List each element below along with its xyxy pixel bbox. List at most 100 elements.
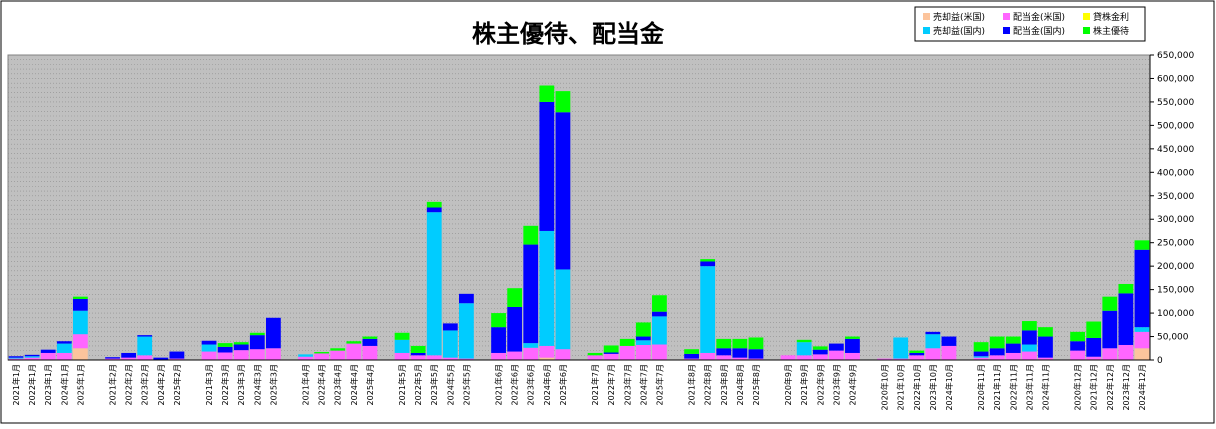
x-tick-label: 2021年11月	[992, 364, 1002, 411]
bar-segment	[217, 352, 233, 360]
x-tick-label: 2024年2月	[156, 364, 166, 405]
bar-segment	[507, 306, 523, 352]
bar-segment	[1070, 331, 1086, 342]
x-tick-label: 2022年5月	[413, 364, 423, 405]
y-tick-label: 250,000	[1157, 239, 1194, 249]
legend-swatch	[1083, 27, 1090, 34]
y-tick-label: 100,000	[1157, 309, 1194, 319]
bar-segment	[652, 316, 667, 345]
x-tick-label: 2024年10月	[944, 364, 954, 411]
x-tick-label: 2024年11月	[1040, 364, 1050, 411]
bar-segment	[700, 266, 716, 353]
legend-label: 配当金(米国)	[1013, 11, 1065, 23]
bar-segment	[249, 332, 265, 336]
bar-segment	[459, 358, 474, 360]
bar-segment	[1021, 351, 1037, 360]
x-tick-label: 2022年9月	[815, 364, 825, 405]
bar-segment	[973, 357, 989, 360]
legend-box	[914, 6, 1146, 42]
bar-segment	[700, 261, 716, 267]
bar-segment	[1134, 249, 1150, 328]
x-tick-label: 2025年4月	[365, 364, 375, 405]
bar-segment	[523, 244, 539, 344]
bar-segment	[217, 343, 233, 347]
legend-label: 売却益(国内)	[933, 25, 985, 37]
bar-segment	[635, 344, 651, 360]
bar-segment	[491, 352, 506, 360]
x-tick-label: 2021年8月	[687, 364, 697, 405]
bar-segment	[635, 340, 651, 345]
bar-segment	[812, 346, 828, 350]
x-tick-label: 2021年3月	[204, 364, 214, 405]
legend-label: 配当金(国内)	[1013, 25, 1065, 37]
y-tick-label: 650,000	[1157, 51, 1194, 61]
x-tick-label: 2022年4月	[317, 364, 327, 405]
x-tick-label: 2022年3月	[220, 364, 230, 405]
y-tick-label: 500,000	[1157, 121, 1194, 131]
bar-segment	[925, 334, 941, 349]
x-tick-label: 2021年5月	[397, 364, 407, 405]
y-tick-label: 550,000	[1157, 98, 1194, 108]
x-tick-label: 2024年5月	[445, 364, 455, 405]
bar-segment	[603, 353, 619, 360]
x-tick-label: 2020年10月	[880, 364, 890, 411]
bar-segment	[796, 355, 812, 360]
bar-segment	[812, 349, 828, 355]
bar-segment	[40, 349, 56, 353]
x-tick-label: 2023年9月	[831, 364, 841, 405]
bar-segment	[40, 352, 56, 360]
bar-segment	[989, 348, 1005, 356]
x-tick-label: 2024年1月	[59, 364, 69, 405]
y-tick-label: 200,000	[1157, 262, 1194, 272]
bar-segment	[1118, 293, 1134, 345]
x-tick-label: 2023年11月	[1024, 364, 1034, 411]
plot-area	[7, 54, 1151, 361]
x-tick-label: 2024年7月	[638, 364, 648, 405]
bar-segment	[442, 323, 458, 331]
bar-segment	[893, 337, 909, 359]
bar-segment	[909, 350, 925, 353]
x-tick-label: 2023年6月	[526, 364, 536, 405]
x-tick-label: 2023年10月	[928, 364, 938, 411]
bar-segment	[314, 352, 330, 354]
bar-segment	[459, 293, 474, 304]
x-tick-label: 2021年7月	[590, 364, 600, 405]
x-tick-label: 2021年6月	[494, 364, 504, 405]
bar-segment	[426, 207, 442, 213]
legend-swatch	[1003, 27, 1010, 34]
bar-segment	[909, 355, 925, 360]
x-tick-label: 2020年12月	[1073, 364, 1083, 411]
x-tick-label: 2020年11月	[976, 364, 986, 411]
bar-segment	[72, 296, 88, 299]
bar-segment	[555, 91, 571, 113]
bar-segment	[812, 354, 828, 360]
bar-segment	[1038, 336, 1053, 358]
bar-segment	[201, 351, 217, 360]
x-tick-label: 2024年12月	[1137, 364, 1147, 411]
bar-segment	[523, 347, 539, 360]
bar-segment	[1118, 283, 1134, 294]
bar-segment	[893, 358, 909, 360]
y-tick-label: 50,000	[1157, 333, 1189, 343]
bar-segment	[1102, 310, 1118, 349]
bar-segment	[298, 356, 313, 360]
bar-segment	[72, 334, 88, 349]
y-tick-label: 450,000	[1157, 145, 1194, 155]
bar-segment	[330, 350, 346, 360]
bar-segment	[169, 351, 185, 359]
x-tick-label: 2024年8月	[735, 364, 745, 405]
x-tick-label: 2021年9月	[799, 364, 809, 405]
bar-segment	[796, 342, 812, 356]
bar-segment	[877, 358, 893, 360]
x-tick-label: 2021年4月	[301, 364, 311, 405]
bar-segment	[555, 349, 571, 360]
legend-label: 売却益(米国)	[933, 11, 985, 23]
bar-segment	[973, 356, 989, 358]
x-tick-label: 2025年1月	[75, 364, 85, 405]
bar-segment	[1005, 352, 1021, 360]
bar-segment	[56, 341, 72, 344]
bar-segment	[1134, 240, 1150, 250]
bar-segment	[523, 225, 539, 245]
bar-segment	[684, 353, 699, 359]
